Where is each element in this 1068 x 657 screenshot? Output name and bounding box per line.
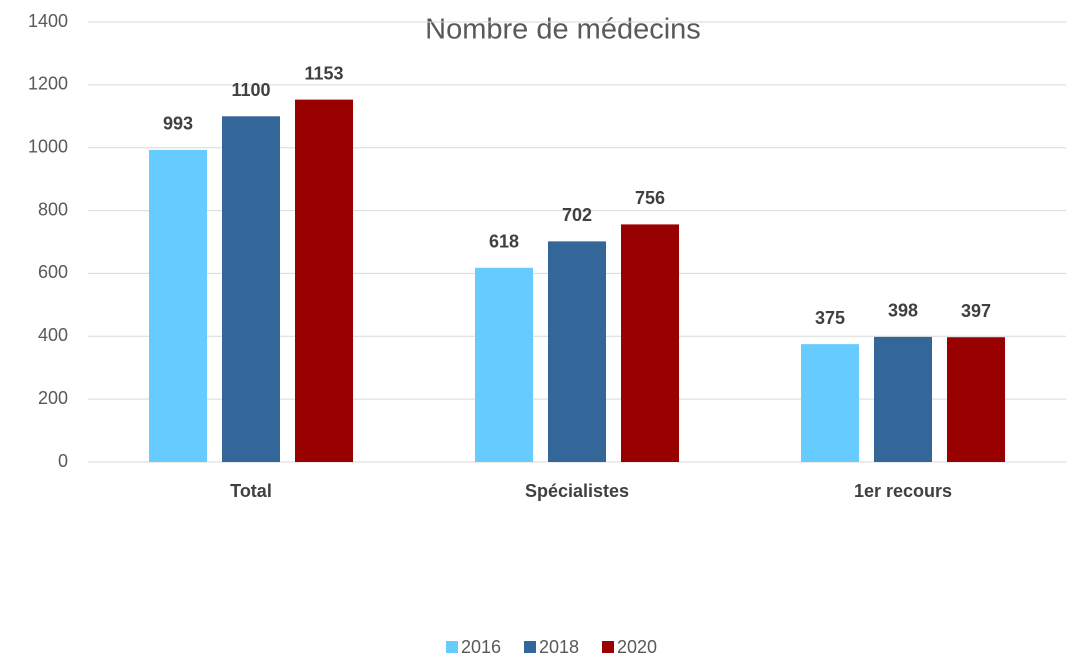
legend-label: 2018 <box>539 637 579 657</box>
x-tick-label: 1er recours <box>854 481 952 501</box>
bar <box>621 224 679 462</box>
y-tick-label: 1000 <box>28 136 68 156</box>
legend-label: 2020 <box>617 637 657 657</box>
x-tick-label: Total <box>230 481 272 501</box>
y-tick-label: 200 <box>38 388 68 408</box>
data-label: 756 <box>635 188 665 208</box>
bar <box>947 337 1005 462</box>
bar <box>149 150 207 462</box>
legend-swatch <box>524 641 536 653</box>
x-tick-label: Spécialistes <box>525 481 629 501</box>
y-tick-label: 1200 <box>28 74 68 94</box>
chart: Nombre de médecins 0 200 400 600 800 1000 1200… <box>0 0 1068 657</box>
data-label: 1100 <box>231 80 270 100</box>
bar <box>475 268 533 462</box>
data-label: 993 <box>163 114 193 134</box>
y-tick-label: 600 <box>38 262 68 282</box>
y-tick-label: 0 <box>58 451 68 471</box>
legend-swatch <box>446 641 458 653</box>
data-label: 375 <box>815 308 845 328</box>
bar <box>548 241 606 462</box>
data-label: 618 <box>489 232 519 252</box>
y-tick-label: 1400 <box>28 11 68 31</box>
data-label: 397 <box>961 301 991 321</box>
bar <box>222 116 280 462</box>
legend-swatch <box>602 641 614 653</box>
y-tick-label: 400 <box>38 325 68 345</box>
chart-title: Nombre de médecins <box>425 14 701 46</box>
legend-label: 2016 <box>461 637 501 657</box>
data-label: 398 <box>888 301 918 321</box>
data-label: 702 <box>562 205 592 225</box>
y-tick-label: 800 <box>38 199 68 219</box>
bar <box>801 344 859 462</box>
bar <box>874 337 932 462</box>
data-label: 1153 <box>304 63 343 83</box>
bar <box>295 100 353 462</box>
